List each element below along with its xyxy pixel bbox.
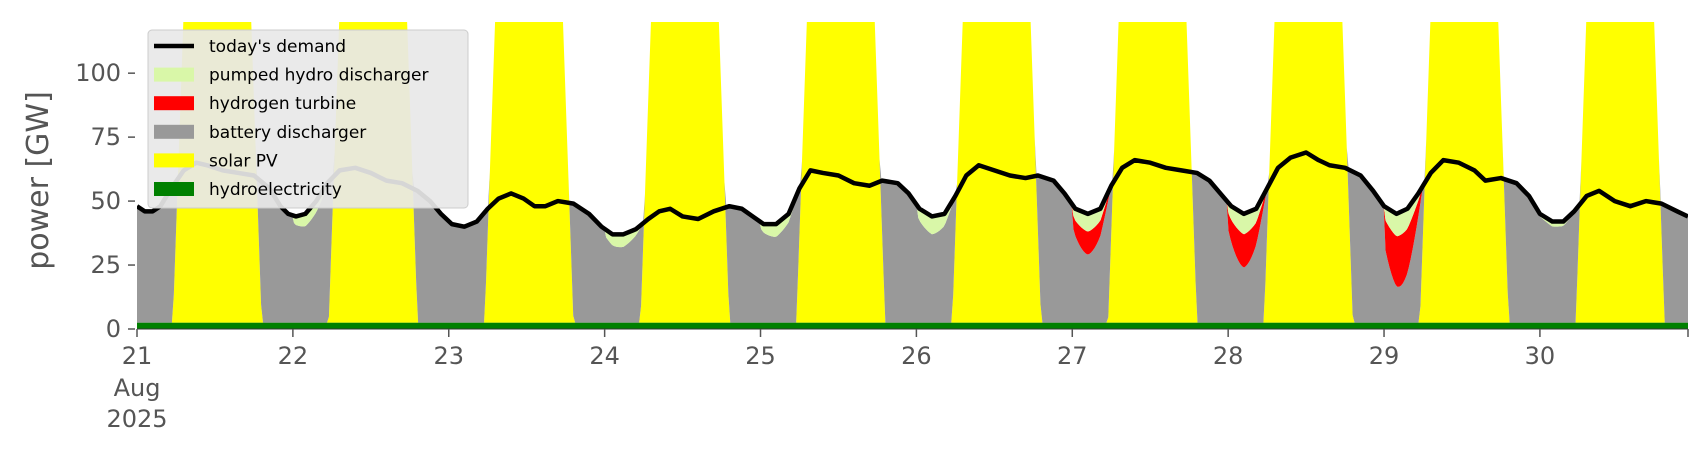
x-tick-sublabel: 2025: [106, 405, 167, 433]
axes: 0 25 50 75 100 21 Aug 2025 22 23 24 25 26 27 28 29 30: [75, 59, 1689, 433]
x-tick-label: 22: [278, 342, 309, 370]
stacked-areas: [137, 22, 1688, 329]
y-tick-label: 25: [90, 251, 121, 279]
legend: today's demand pumped hydro discharger hyd…: [147, 29, 469, 209]
y-tick-label: 0: [106, 315, 121, 343]
legend-swatch-battery-discharger: [154, 124, 194, 139]
legend-swatch-hydroelectricity: [154, 182, 194, 196]
x-tick-label: 26: [901, 342, 932, 370]
x-tick-sublabel: Aug: [114, 374, 161, 402]
area-hydroelectricity: [137, 322, 1688, 329]
area-battery-discharger: [137, 22, 1688, 323]
legend-swatch-pumped-hydro-discharger: [154, 67, 194, 82]
legend-label-hydroelectricity: hydroelectricity: [209, 180, 342, 200]
x-tick-label: 21: [122, 342, 153, 370]
x-tick-label: 27: [1057, 342, 1088, 370]
legend-label-hydrogen-turbine: hydrogen turbine: [209, 94, 356, 114]
legend-label-battery-discharger: battery discharger: [209, 123, 366, 143]
x-tick-label: 23: [433, 342, 464, 370]
y-axis-label: power [GW]: [21, 91, 56, 270]
legend-swatch-solar-pv: [154, 153, 194, 168]
legend-box: [147, 29, 469, 209]
x-tick-label: 29: [1369, 342, 1400, 370]
y-tick-label: 100: [75, 59, 121, 87]
area-solar-pv: [137, 22, 1688, 323]
x-tick-label: 30: [1525, 342, 1556, 370]
y-tick-label: 50: [90, 187, 121, 215]
legend-label-today-s-demand: today's demand: [209, 37, 346, 57]
x-tick-label: 28: [1213, 342, 1244, 370]
legend-label-pumped-hydro-discharger: pumped hydro discharger: [209, 66, 428, 86]
y-tick-label: 75: [90, 123, 121, 151]
legend-swatch-hydrogen-turbine: [154, 96, 194, 111]
x-tick-label: 25: [745, 342, 776, 370]
legend-label-solar-pv: solar PV: [209, 151, 278, 171]
x-tick-label: 24: [589, 342, 620, 370]
